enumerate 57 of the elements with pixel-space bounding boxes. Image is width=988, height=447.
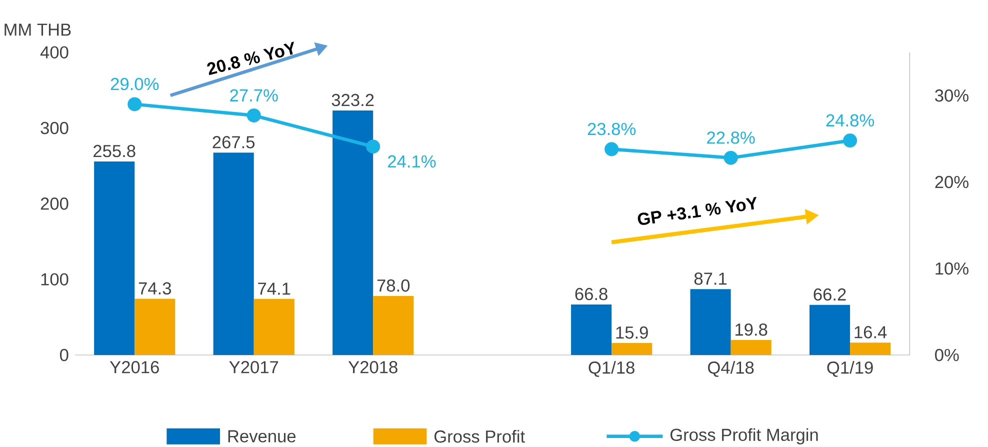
y-tick-label: 400 xyxy=(40,46,68,58)
data-label: 15.9 xyxy=(616,326,648,339)
legend-label: Gross Profit xyxy=(434,430,525,443)
data-label: 19.8 xyxy=(736,323,768,336)
annotation: GP +3.1 % YoY xyxy=(638,196,757,225)
point xyxy=(246,108,261,122)
annotation: 20.8 % YoY xyxy=(207,42,294,76)
point xyxy=(843,134,858,148)
point xyxy=(128,97,142,112)
point xyxy=(604,142,619,156)
y-tick-label: 200 xyxy=(40,198,68,210)
x-tick-label: Y2016 xyxy=(110,361,159,374)
bar xyxy=(690,289,731,355)
y-tick-label: 100 xyxy=(41,273,68,286)
data-label: 323.2 xyxy=(332,94,374,106)
bar xyxy=(94,161,135,355)
bar xyxy=(730,340,772,355)
data-label: 29.0% xyxy=(110,78,159,90)
bar xyxy=(850,342,891,355)
bar xyxy=(571,304,612,355)
y-axis-title: MM THB xyxy=(4,24,71,36)
bar xyxy=(254,298,294,355)
y2-tick-label: 0% xyxy=(935,348,959,362)
data-label: 255.8 xyxy=(94,144,136,158)
y2-tick-label: 10% xyxy=(936,262,968,275)
y-tick-label: 0 xyxy=(60,348,68,362)
data-label: 22.8% xyxy=(707,132,755,144)
bar xyxy=(134,298,176,355)
data-label: 74.1 xyxy=(258,282,290,295)
x-tick-label: Y2018 xyxy=(348,361,398,374)
bar xyxy=(373,296,414,355)
bar xyxy=(332,110,374,355)
data-label: 27.7% xyxy=(230,89,278,102)
data-label: 24.1% xyxy=(388,155,436,168)
data-label: 87.1 xyxy=(694,272,727,285)
x-tick-label: Q4/18 xyxy=(708,361,754,377)
legend-label: Revenue xyxy=(228,430,296,442)
point xyxy=(366,140,380,154)
bar xyxy=(213,152,254,355)
legend-label: Gross Profit Margin xyxy=(670,428,818,444)
x-tick-label: Y2017 xyxy=(229,361,278,374)
bar xyxy=(810,304,850,355)
data-label: 74.3 xyxy=(138,282,172,295)
data-label: 66.8 xyxy=(575,288,608,300)
bar xyxy=(612,342,652,355)
data-label: 267.5 xyxy=(212,136,255,148)
data-label: 24.8% xyxy=(826,114,874,126)
data-label: 16.4 xyxy=(854,326,887,338)
data-label: 23.8% xyxy=(588,122,636,136)
y2-tick-label: 30% xyxy=(935,89,968,102)
y-tick-label: 300 xyxy=(40,122,68,134)
data-label: 66.2 xyxy=(814,288,846,301)
point xyxy=(724,150,738,165)
data-label: 78.0 xyxy=(377,279,410,292)
y2-tick-label: 20% xyxy=(935,176,968,188)
x-tick-label: Q1/19 xyxy=(827,361,873,377)
x-tick-label: Q1/18 xyxy=(588,361,634,377)
